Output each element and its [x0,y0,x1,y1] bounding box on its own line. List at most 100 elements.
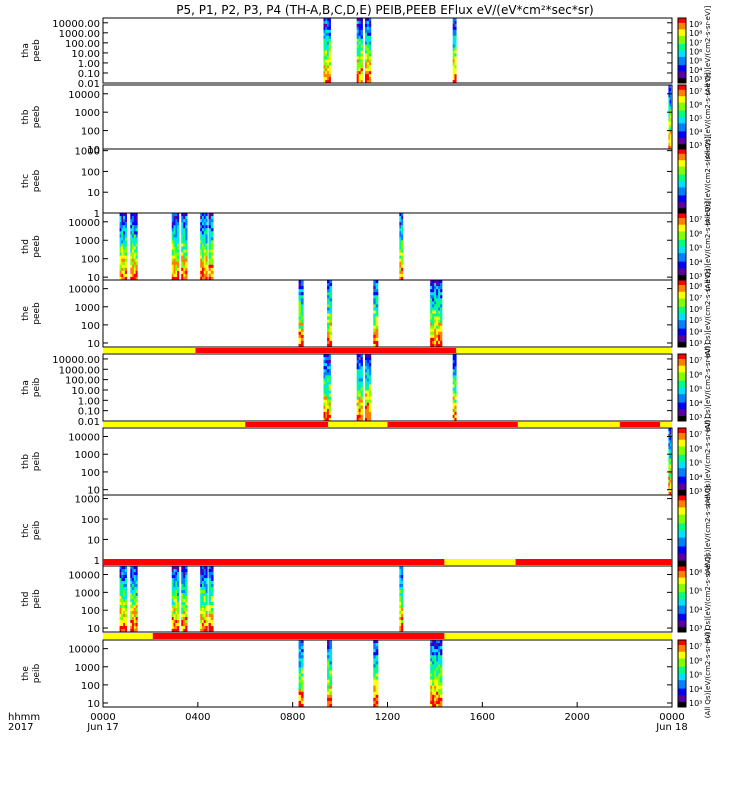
spectrogram-cell [121,599,124,603]
spectrogram-cell [135,219,138,223]
spectrogram-cell [356,20,359,25]
spectrogram-cell [366,369,370,373]
spectrogram-cell [668,124,670,128]
spectrogram-cell [210,590,214,594]
colorbar-cell [678,248,686,251]
spectrogram-cell [669,91,672,95]
colorbar-cell [678,438,686,441]
spectrogram-cell [203,596,206,600]
spectrogram-cell [329,697,333,702]
spectrogram-cell [130,213,133,217]
spectrogram-cell [401,575,404,579]
colorbar-cell [678,686,686,689]
spectrogram-cell [201,213,205,217]
colorbar-cell [678,675,686,678]
colorbar-cell [678,310,686,313]
spectrogram-cell [185,581,188,585]
spectrogram-cell [201,219,205,223]
spectrogram-cell [325,47,328,51]
spectrogram-cell [208,623,212,627]
spectrogram-cell [119,273,122,278]
colorbar-tick-label: 10⁶ [689,101,702,110]
spectrogram-cell [434,340,437,345]
colorbar-cell [678,509,686,512]
spectrogram-cell [356,50,359,54]
spectrogram-cell [185,273,188,278]
spectrogram-cell [119,222,122,226]
spectrogram-cell [119,264,122,269]
colorbar-tick-label: 10³ [689,141,702,150]
spectrogram-cell [121,231,124,235]
spectrogram-cell [327,68,330,72]
spectrogram-cell [325,378,328,382]
spectrogram-cell [185,261,188,266]
spectrogram-cell [208,605,212,609]
colorbar-cell [678,120,686,123]
spectrogram-cell [399,276,402,281]
spectrogram-cell [375,322,379,326]
spectrogram-cell [201,234,205,238]
colorbar-cell [678,109,686,111]
spectrogram-cell [185,578,188,582]
spectrogram-cell [300,640,304,644]
spectrogram-cell [177,587,180,591]
colorbar-cell [678,419,686,422]
spectrogram-cell [135,596,138,600]
spectrogram-cell [368,29,372,34]
spectrogram-cell [132,566,135,570]
spectrogram-cell [358,378,361,382]
spectrogram-cell [356,390,359,394]
colorbar-cell [678,444,686,447]
spectrogram-cell [119,255,122,259]
colorbar-cell [678,280,686,282]
spectrogram-cell [454,53,457,57]
spectrogram-cell [373,319,376,323]
colorbar-cell [678,690,686,693]
spectrogram-cell [440,688,443,693]
spectrogram-cell [210,599,214,603]
y-axis-label-probe: thc [21,523,31,537]
spectrogram-cell [210,569,214,573]
colorbar-cell [678,258,686,261]
spectrogram-cell [454,399,457,404]
spectrogram-cell [401,267,404,272]
spectrogram-cell [327,357,330,361]
spectrogram-cell [173,596,176,600]
spectrogram-cell [124,605,128,609]
spectrogram-cell [173,228,176,232]
spectrogram-cell [373,655,376,659]
colorbar-cell [678,298,686,301]
spectrogram-cell [327,74,330,78]
colorbar-tick-label: 10⁵ [689,671,702,680]
spectrogram-cell [121,237,124,241]
spectrogram-cell [401,252,404,256]
spectrogram-cell [210,566,214,570]
spectrogram-cell [430,334,433,339]
spectrogram-cell [183,240,186,244]
spectrogram-cell [323,59,326,63]
spectrogram-cell [668,440,670,444]
spectrogram-cell [205,584,208,588]
panel-frame [102,565,673,633]
spectrogram-cell [185,605,188,609]
spectrogram-cell [440,337,443,342]
colorbar-cell [678,493,686,496]
spectrogram-cell [364,411,368,416]
spectrogram-cell [368,65,372,69]
spectrogram-cell [373,337,376,342]
colorbar-cell [678,683,686,686]
spectrogram-cell [177,617,180,621]
spectrogram-cell [175,623,178,627]
spectrogram-cell [434,640,437,644]
spectrogram-cell [327,301,330,305]
spectrogram-cell [124,222,128,226]
colorbar-cell [678,553,686,556]
spectrogram-cell [135,216,138,220]
spectrogram-cell [205,623,208,627]
spectrogram-cell [669,85,672,89]
y-axis-label-product: peib [32,377,42,397]
spectrogram-cell [171,620,174,624]
spectrogram-cell [135,626,138,630]
spectrogram-cell [438,343,441,348]
spectrogram-cell [203,237,206,241]
